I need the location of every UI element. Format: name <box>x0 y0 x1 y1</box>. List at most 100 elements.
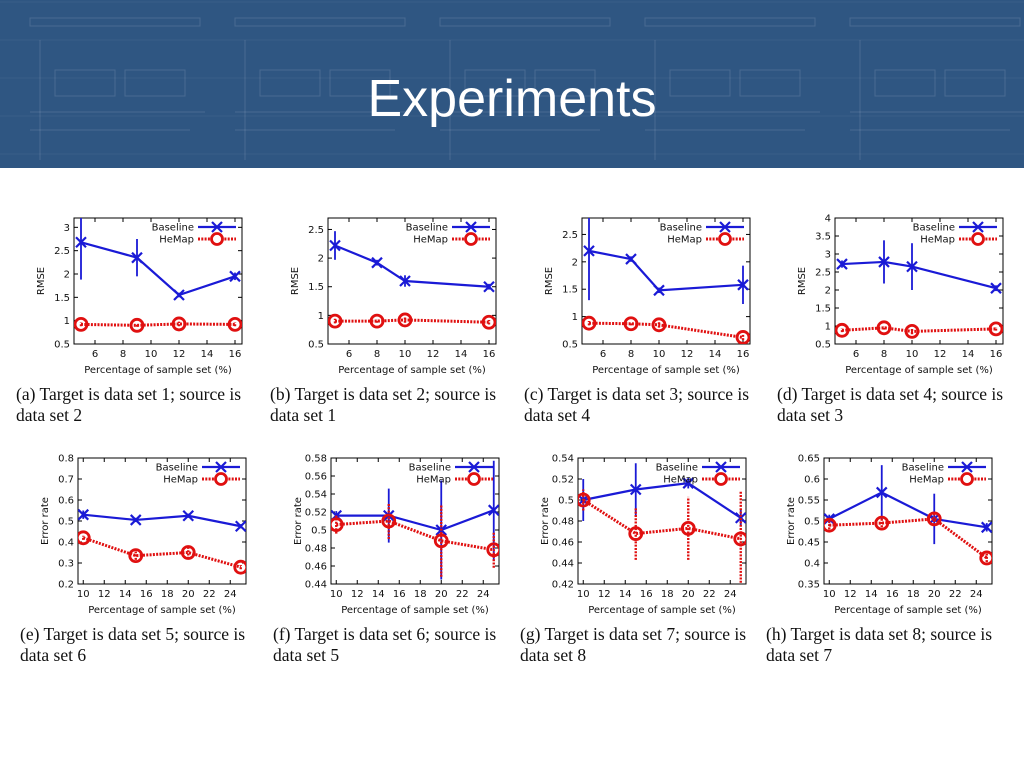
baseline-point <box>487 504 499 516</box>
x-tick-label: 14 <box>455 349 468 360</box>
hemap-point <box>129 317 145 333</box>
baseline-point <box>371 256 383 269</box>
hemap-point <box>381 513 397 529</box>
y-tick-label: 0.58 <box>305 454 327 465</box>
legend-label: Baseline <box>156 463 198 474</box>
caption-line: (e) Target is data set 5; source is <box>20 624 246 644</box>
caption-line: (b) Target is data set 2; source is <box>270 384 497 404</box>
hemap-point <box>578 492 591 508</box>
plot-frame <box>834 217 1004 345</box>
x-tick-label: 6 <box>853 349 859 360</box>
caption-line: data set 6 <box>20 645 87 665</box>
hemap-line <box>335 318 490 324</box>
baseline-line <box>80 241 236 297</box>
baseline-point <box>878 256 890 268</box>
baseline-point <box>399 275 411 287</box>
chart-panel: 6 8 10 12 14 16 0.5 1 1.5 2 2.5 3 3.5 4 Percentage of … <box>777 206 1024 426</box>
legend-label: HeMap <box>920 235 955 246</box>
caption-line: (g) Target is data set 7; source is <box>520 624 747 644</box>
legend-marker <box>961 461 973 473</box>
hemap-point <box>486 542 499 558</box>
hemap-point <box>835 322 850 338</box>
caption-line: data set 5 <box>273 645 340 665</box>
x-tick-label: 18 <box>661 589 674 600</box>
plot-area <box>582 218 750 344</box>
hemap-point <box>874 515 890 531</box>
legend-label: HeMap <box>163 475 198 486</box>
chart-panel: 10 12 14 16 18 20 22 24 0.35 0.4 0.45 0.5 0.55 0.6 0.6… <box>766 446 1016 666</box>
figure-caption: (c) Target is data set 3; source is data … <box>524 384 774 426</box>
line-chart: 10 12 14 16 18 20 22 24 0.35 0.4 0.45 0.5 0.55 0.6 0.6… <box>786 454 993 616</box>
baseline-line <box>336 509 495 532</box>
baseline-point <box>483 280 495 293</box>
x-tick-label: 22 <box>949 589 962 600</box>
x-tick-label: 24 <box>724 589 737 600</box>
y-tick-label: 1 <box>825 322 831 333</box>
y-axis-label: RMSE <box>290 267 301 295</box>
baseline-point <box>625 253 637 265</box>
y-tick-label: 0.46 <box>305 562 327 573</box>
blueprint-line <box>669 69 731 97</box>
y-tick-label: 0.5 <box>804 517 820 528</box>
x-tick-label: 24 <box>477 589 490 600</box>
y-tick-label: 1.5 <box>54 293 70 304</box>
hemap-point <box>74 317 89 332</box>
hemap-point <box>988 321 1003 337</box>
x-tick-label: 12 <box>598 589 611 600</box>
y-tick-label: 0.5 <box>311 526 327 537</box>
hemap-point <box>979 550 992 566</box>
x-tick-label: 20 <box>182 589 195 600</box>
hemap-line <box>841 326 997 333</box>
caption-line: (d) Target is data set 4; source is <box>777 384 1004 404</box>
y-tick-label: 0.48 <box>305 544 327 555</box>
baseline-point <box>836 258 848 270</box>
blueprint-line <box>874 69 936 97</box>
figure-caption: (d) Target is data set 4; source is data … <box>777 384 1024 426</box>
hemap-point <box>328 313 343 329</box>
y-axis-label: Error rate <box>786 497 797 545</box>
x-tick-label: 10 <box>906 349 919 360</box>
figure-caption: (f) Target is data set 6; source is data … <box>273 624 523 666</box>
x-tick-label: 16 <box>990 349 1003 360</box>
y-tick-label: 0.7 <box>58 475 74 486</box>
x-tick-label: 6 <box>92 349 98 360</box>
hemap-line <box>82 536 242 569</box>
legend-marker <box>465 221 477 233</box>
y-tick-label: 2 <box>572 257 578 268</box>
figure-caption: (b) Target is data set 2; source is data … <box>270 384 520 426</box>
hemap-point <box>433 533 449 549</box>
legend-marker <box>960 472 974 486</box>
baseline-point <box>653 284 665 297</box>
hemap-line <box>829 517 988 560</box>
blueprint-line <box>644 17 816 27</box>
y-tick-label: 1.5 <box>815 304 831 315</box>
blueprint-line <box>849 17 1021 27</box>
hemap-point <box>623 316 639 332</box>
chart-panel: 10 12 14 16 18 20 22 24 0.2 0.3 0.4 0.5 0.6 0.7 0.8 Per… <box>20 446 270 666</box>
chart-panel: 10 12 14 16 18 20 22 24 0.44 0.46 0.48 0.5 0.52 0.54 0… <box>273 446 523 666</box>
legend-label: Baseline <box>913 223 955 234</box>
line-chart: 10 12 14 16 18 20 22 24 0.42 0.44 0.46 0.48 0.5 0.52 0… <box>540 454 747 616</box>
legend-label: Baseline <box>660 223 702 234</box>
y-tick-label: 1.5 <box>562 285 578 296</box>
figure-caption: (e) Target is data set 5; source is data … <box>20 624 270 666</box>
legend-label: HeMap <box>909 475 944 486</box>
hemap-point <box>397 312 413 328</box>
legend-marker <box>215 461 227 473</box>
hemap-point <box>171 316 187 332</box>
blueprint-line <box>739 69 801 97</box>
hemap-point <box>680 520 696 536</box>
hemap-line <box>336 519 495 552</box>
x-tick-label: 24 <box>224 589 237 600</box>
baseline-point <box>682 477 695 489</box>
y-tick-label: 3 <box>64 223 70 234</box>
x-tick-label: 10 <box>577 589 590 600</box>
figure-caption: (g) Target is data set 7; source is data … <box>520 624 770 666</box>
baseline-line <box>841 260 997 290</box>
hemap-point <box>369 313 385 329</box>
legend-label: Baseline <box>152 223 194 234</box>
plot-area <box>578 463 746 584</box>
